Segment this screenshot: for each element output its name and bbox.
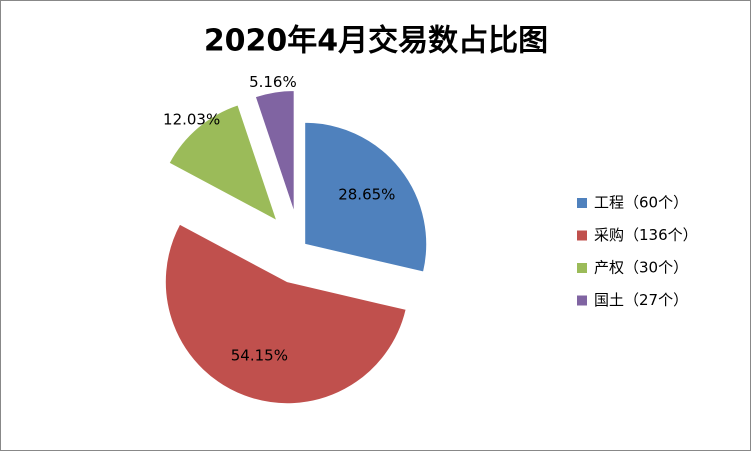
- pie-slice: [304, 121, 428, 273]
- legend-label: 工程（60个）: [594, 194, 688, 212]
- chart-title: 2020年4月交易数占比图: [204, 24, 548, 59]
- data-label: 12.03%: [163, 110, 220, 128]
- data-label: 54.15%: [231, 346, 288, 364]
- legend-swatch: [577, 198, 587, 208]
- pie-slice: [168, 104, 278, 222]
- legend-swatch: [577, 230, 587, 241]
- data-label: 28.65%: [338, 185, 395, 203]
- legend-label: 采购（136个）: [594, 226, 698, 244]
- legend-label: 国土（27个）: [594, 291, 688, 309]
- pie-slice: [254, 89, 295, 213]
- legend-label: 产权（30个）: [594, 259, 688, 277]
- legend-swatch: [577, 263, 587, 273]
- data-label: 5.16%: [249, 73, 297, 91]
- pie-slice: [164, 223, 407, 405]
- legend-swatch: [577, 295, 587, 306]
